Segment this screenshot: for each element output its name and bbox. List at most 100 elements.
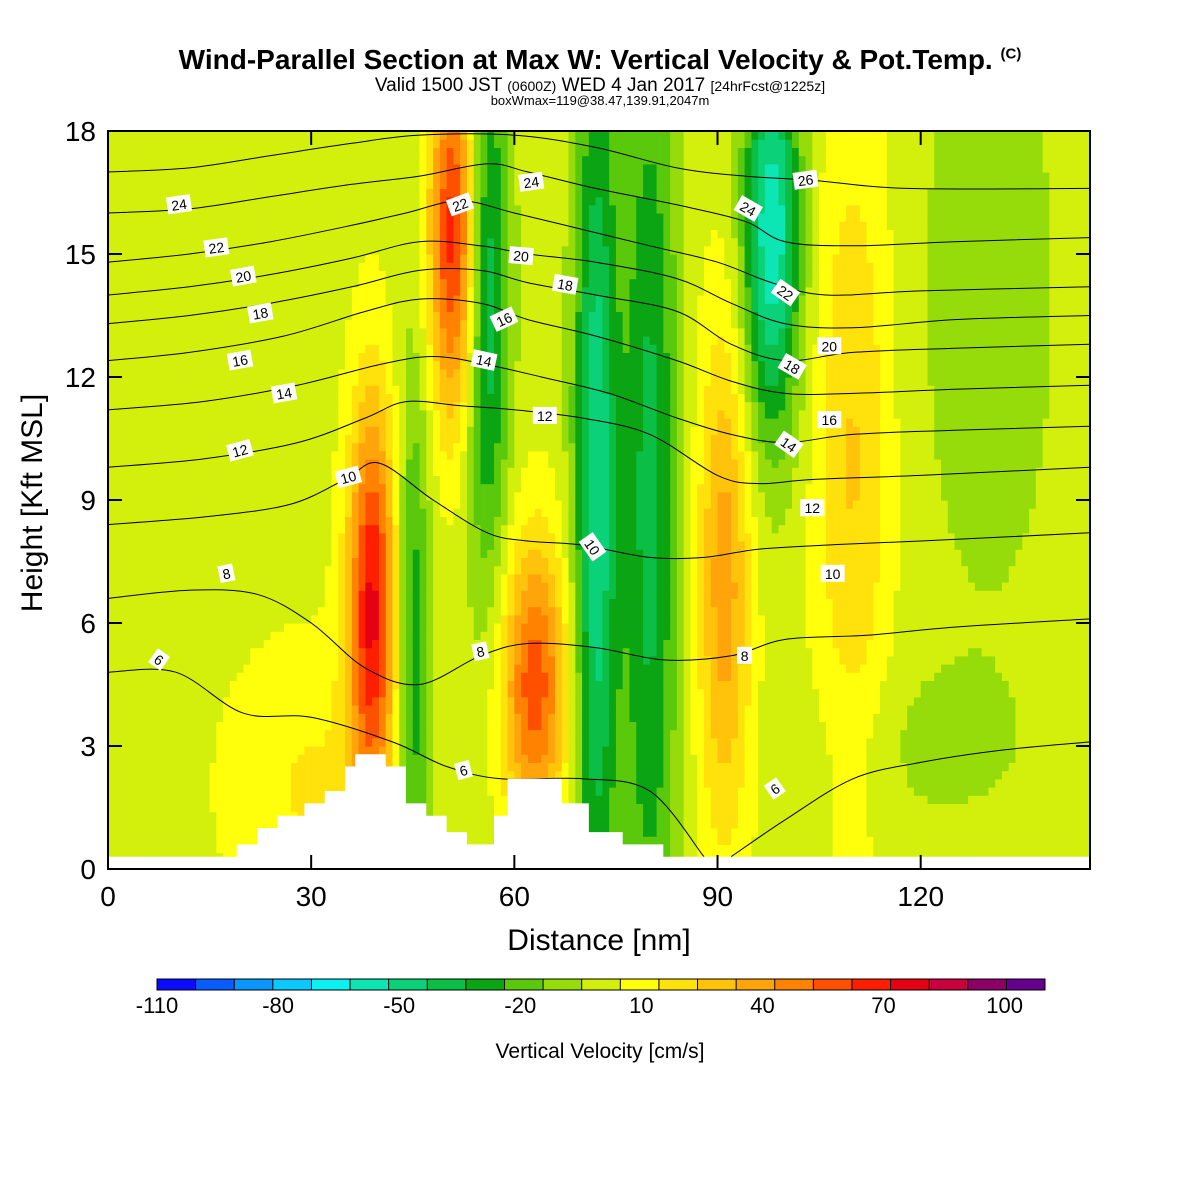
field-cell bbox=[744, 721, 752, 731]
field-cell bbox=[202, 664, 211, 673]
field-cell bbox=[839, 696, 847, 706]
field-cell bbox=[724, 729, 732, 739]
field-cell bbox=[629, 631, 637, 640]
field-cell bbox=[866, 713, 874, 722]
field-cell bbox=[128, 746, 136, 755]
field-cell bbox=[663, 795, 671, 804]
field-cell bbox=[1083, 680, 1090, 690]
field-cell bbox=[202, 606, 211, 616]
field-cell bbox=[622, 688, 631, 698]
field-cell bbox=[507, 606, 515, 616]
field-cell bbox=[710, 713, 719, 722]
field-cell bbox=[345, 664, 353, 673]
field-cell bbox=[703, 647, 712, 657]
field-cell bbox=[331, 664, 339, 673]
field-cell bbox=[629, 598, 637, 608]
field-cell bbox=[405, 623, 414, 632]
field-cell bbox=[643, 795, 651, 804]
field-cell bbox=[575, 737, 583, 747]
field-cell bbox=[798, 754, 807, 763]
field-cell bbox=[710, 664, 719, 673]
field-cell bbox=[114, 811, 123, 821]
field-cell bbox=[392, 688, 400, 698]
field-cell bbox=[744, 746, 752, 755]
field-cell bbox=[345, 647, 353, 657]
field-cell bbox=[426, 655, 434, 665]
field-cell bbox=[494, 696, 502, 706]
field-cell bbox=[155, 631, 163, 640]
field-cell bbox=[1015, 606, 1023, 616]
field-cell bbox=[947, 836, 956, 845]
field-cell bbox=[114, 623, 123, 632]
field-cell bbox=[399, 647, 407, 657]
field-cell bbox=[162, 696, 170, 706]
field-cell bbox=[947, 819, 956, 829]
field-cell bbox=[832, 729, 841, 739]
field-cell bbox=[866, 811, 874, 821]
field-cell bbox=[1062, 688, 1071, 698]
field-cell bbox=[697, 606, 705, 616]
field-cell bbox=[961, 828, 969, 837]
field-cell bbox=[893, 721, 901, 731]
field-cell bbox=[473, 778, 482, 788]
field-cell bbox=[798, 672, 807, 681]
field-cell bbox=[595, 639, 603, 649]
field-cell bbox=[717, 721, 725, 731]
field-cell bbox=[859, 746, 868, 755]
field-cell bbox=[243, 590, 251, 599]
field-cell bbox=[250, 655, 258, 665]
field-cell bbox=[588, 590, 597, 599]
field-cell bbox=[995, 762, 1003, 772]
field-cell bbox=[582, 737, 590, 747]
field-cell bbox=[846, 770, 854, 780]
field-cell bbox=[196, 672, 204, 681]
field-cell bbox=[575, 672, 583, 681]
field-cell bbox=[392, 598, 400, 608]
field-cell bbox=[141, 795, 150, 804]
field-cell bbox=[683, 696, 692, 706]
field-cell bbox=[778, 721, 786, 731]
field-cell bbox=[284, 680, 292, 690]
field-cell bbox=[1035, 647, 1044, 657]
field-cell bbox=[981, 647, 990, 657]
field-cell bbox=[568, 713, 576, 722]
field-cell bbox=[1001, 713, 1010, 722]
field-cell bbox=[934, 778, 942, 788]
field-cell bbox=[521, 598, 529, 608]
field-cell bbox=[927, 770, 935, 780]
field-cell bbox=[433, 721, 441, 731]
field-cell bbox=[1062, 754, 1071, 763]
field-cell bbox=[1008, 688, 1017, 698]
field-cell bbox=[494, 778, 502, 788]
field-cell bbox=[290, 795, 299, 804]
field-cell bbox=[1042, 795, 1050, 804]
field-cell bbox=[466, 696, 475, 706]
field-cell bbox=[270, 672, 278, 681]
field-cell bbox=[697, 713, 705, 722]
field-cell bbox=[893, 614, 901, 624]
field-cell bbox=[934, 688, 942, 698]
field-cell bbox=[724, 746, 732, 755]
field-cell bbox=[290, 598, 299, 608]
field-cell bbox=[304, 795, 312, 804]
field-cell bbox=[196, 655, 204, 665]
field-cell bbox=[907, 828, 915, 837]
field-cell bbox=[385, 623, 394, 632]
field-cell bbox=[1049, 795, 1057, 804]
field-cell bbox=[1042, 746, 1050, 755]
field-cell bbox=[338, 754, 346, 763]
field-cell bbox=[250, 647, 258, 657]
field-cell bbox=[500, 680, 509, 690]
field-cell bbox=[1042, 737, 1050, 747]
field-cell bbox=[290, 754, 299, 763]
field-cell bbox=[446, 590, 454, 599]
field-cell bbox=[941, 639, 949, 649]
field-cell bbox=[859, 647, 868, 657]
field-cell bbox=[378, 688, 387, 698]
field-cell bbox=[358, 713, 366, 722]
field-cell bbox=[690, 713, 698, 722]
field-cell bbox=[805, 729, 813, 739]
field-cell bbox=[764, 664, 773, 673]
field-cell bbox=[317, 664, 326, 673]
field-cell bbox=[832, 746, 841, 755]
